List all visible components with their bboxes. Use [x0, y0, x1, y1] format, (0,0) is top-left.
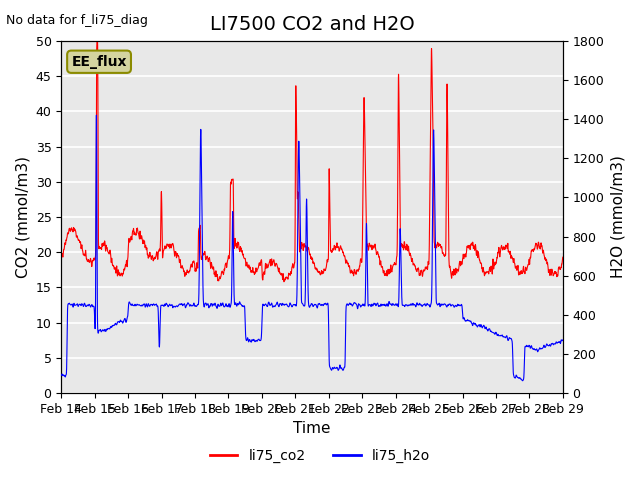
Title: LI7500 CO2 and H2O: LI7500 CO2 and H2O [210, 15, 415, 34]
Legend: li75_co2, li75_h2o: li75_co2, li75_h2o [204, 443, 436, 468]
X-axis label: Time: Time [293, 421, 331, 436]
Text: No data for f_li75_diag: No data for f_li75_diag [6, 14, 148, 27]
Y-axis label: CO2 (mmol/m3): CO2 (mmol/m3) [15, 156, 30, 278]
Text: EE_flux: EE_flux [71, 55, 127, 69]
Y-axis label: H2O (mmol/m3): H2O (mmol/m3) [610, 156, 625, 278]
